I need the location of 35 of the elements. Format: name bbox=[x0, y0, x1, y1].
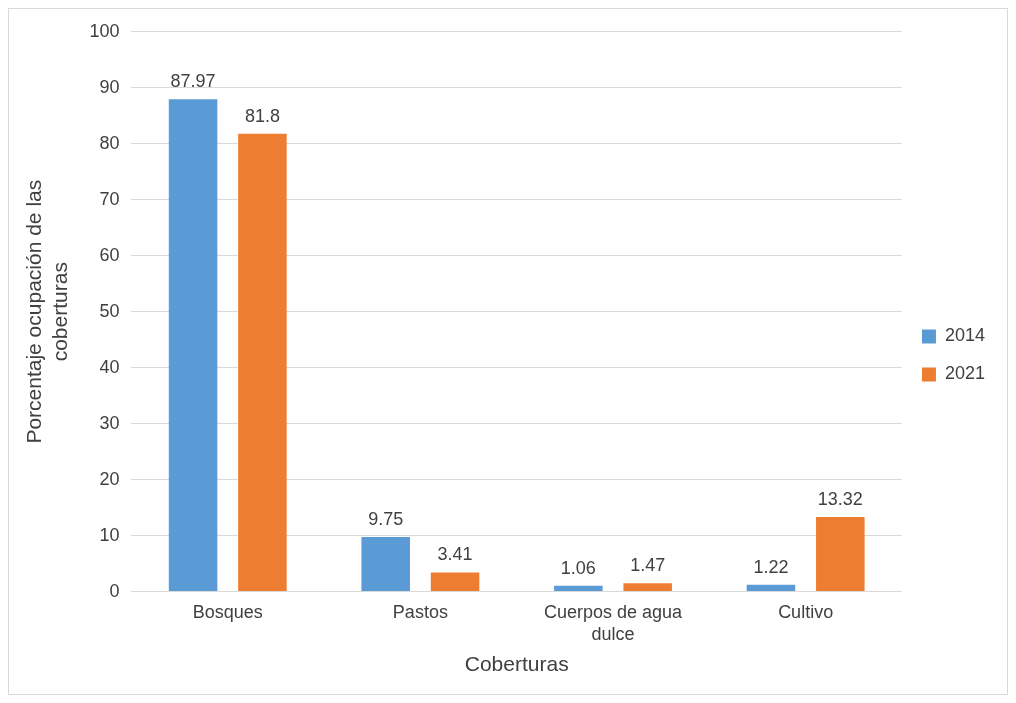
bar bbox=[361, 537, 410, 592]
x-tick-label: Bosques bbox=[192, 602, 263, 623]
y-tick-label: 30 bbox=[99, 412, 120, 433]
x-axis-title: Coberturas bbox=[464, 652, 569, 676]
y-axis-title: Porcentaje ocupación de las coberturas bbox=[22, 179, 71, 444]
y-tick-label: 10 bbox=[99, 524, 120, 545]
data-label: 1.22 bbox=[753, 556, 789, 577]
data-label: 9.75 bbox=[368, 508, 404, 529]
data-label: 13.32 bbox=[817, 489, 863, 509]
data-label: 3.41 bbox=[437, 544, 473, 565]
data-label: 81.8 bbox=[244, 105, 280, 126]
y-tick-label: 60 bbox=[99, 244, 120, 265]
y-tick-label: 40 bbox=[99, 356, 120, 377]
data-label: 1.47 bbox=[630, 555, 666, 576]
legend-label: 2014 bbox=[944, 325, 985, 346]
bar bbox=[816, 517, 865, 592]
bar bbox=[168, 99, 218, 592]
bar bbox=[746, 584, 796, 592]
x-tick-label: Cuerpos de agua dulce bbox=[543, 602, 684, 644]
data-label: 87.97 bbox=[170, 71, 216, 92]
bar bbox=[623, 583, 672, 592]
y-tick-label: 90 bbox=[99, 76, 120, 97]
bar bbox=[430, 572, 480, 592]
bar bbox=[554, 585, 603, 592]
bar bbox=[238, 133, 287, 592]
y-tick-label: 80 bbox=[99, 132, 120, 153]
y-tick-label: 20 bbox=[99, 468, 120, 489]
data-label: 1.06 bbox=[560, 557, 596, 578]
x-tick-label: Pastos bbox=[392, 602, 448, 623]
x-tick-label: Cultivo bbox=[778, 602, 834, 623]
y-tick-label: 50 bbox=[99, 300, 120, 321]
y-tick-label: 70 bbox=[99, 188, 120, 209]
y-tick-label: 0 bbox=[109, 580, 120, 601]
legend-label: 2021 bbox=[944, 363, 985, 384]
y-tick-label: 100 bbox=[89, 20, 120, 41]
